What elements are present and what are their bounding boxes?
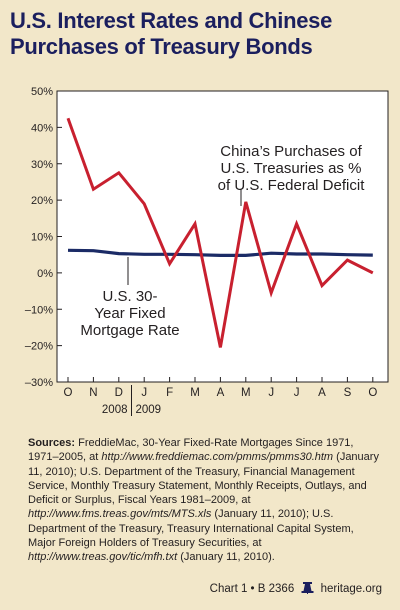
sources-text-1: FreddieMac, 30-Year Fixed-Rate Mortgages… — [28, 437, 354, 464]
footer: Chart 1 • B 2366 heritage.org — [210, 582, 382, 595]
series-label-china-purchases: U.S. Treasuries as % — [221, 160, 362, 177]
x-tick-label: J — [141, 387, 147, 399]
x-tick-label: S — [344, 387, 352, 399]
y-tick-label: 50% — [31, 86, 53, 98]
y-tick-label: 40% — [31, 122, 53, 134]
sources-text-3: (January 11, 2010); U.S. Department of t… — [28, 508, 354, 550]
sources-url-2: http://www.fms.treas.gov/mts/MTS.xls — [28, 508, 212, 521]
x-tick-label: O — [368, 387, 377, 399]
x-tick-label: M — [190, 387, 200, 399]
series-line-mortgage-rate — [67, 248, 373, 257]
site-name: heritage.org — [320, 583, 382, 595]
x-tick-label: A — [318, 387, 326, 399]
x-tick-label: A — [217, 387, 225, 399]
series-label-mortgage-rate: U.S. 30- — [102, 288, 157, 305]
y-tick-label: 30% — [31, 159, 53, 171]
sources-url-1: http://www.freddiemac.com/pmms/pmms30.ht… — [101, 451, 334, 464]
series-label-china-purchases: of U.S. Federal Deficit — [218, 177, 366, 194]
line-chart: 50% 40% 30% 20% 10% 0% –10% –20% –30% O N D J F M A M J J A… — [25, 86, 389, 416]
y-tick-label: –20% — [25, 341, 53, 353]
title-line-2: Purchases of Treasury Bonds — [10, 34, 313, 59]
year-label-2008: 2008 — [102, 404, 128, 416]
chart-title: U.S. Interest Rates and Chinese Purchase… — [10, 8, 390, 60]
y-tick-label: 0% — [37, 268, 53, 280]
series-label-mortgage-rate: Year Fixed — [94, 305, 165, 322]
x-tick-label: M — [241, 387, 251, 399]
chart-id: Chart 1 • B 2366 — [209, 583, 295, 595]
sources-text-4: (January 11, 2010). — [177, 551, 275, 564]
y-tick-label: –10% — [25, 304, 53, 316]
title-line-1: U.S. Interest Rates and Chinese — [10, 8, 333, 33]
x-tick-label: N — [89, 387, 97, 399]
x-tick-label: F — [166, 387, 173, 399]
y-tick-label: –30% — [25, 377, 53, 389]
x-tick-label: J — [268, 387, 274, 399]
x-tick-label: D — [115, 387, 123, 399]
series-label-mortgage-rate: Mortgage Rate — [80, 322, 179, 339]
liberty-bell-icon — [301, 582, 314, 594]
y-tick-label: 10% — [31, 232, 53, 244]
series-label-china-purchases: China’s Purchases of — [220, 143, 362, 160]
series-line-china-purchases — [66, 117, 374, 348]
sources-text-2: (January 11, 2010); U.S. Department of t… — [28, 451, 379, 507]
sources-note: Sources: FreddieMac, 30-Year Fixed-Rate … — [28, 436, 380, 565]
x-tick-label: O — [64, 387, 73, 399]
x-tick-label: J — [294, 387, 300, 399]
year-label-2009: 2009 — [136, 404, 162, 416]
y-tick-label: 20% — [31, 195, 53, 207]
sources-url-3: http://www.treas.gov/tic/mfh.txt — [28, 551, 178, 564]
sources-label: Sources: — [28, 437, 76, 449]
